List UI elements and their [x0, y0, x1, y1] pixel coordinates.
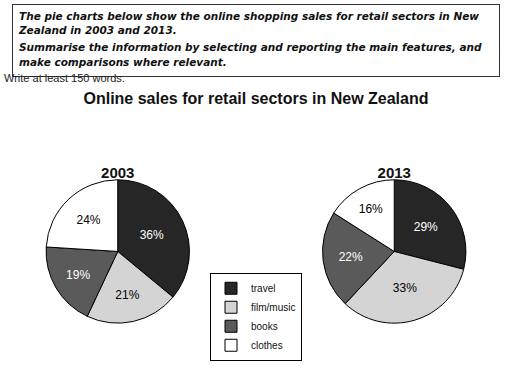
html-text:The pie charts below show the: The pie charts below show the online sho…	[19, 10, 479, 37]
svg-text:36%: 36%	[140, 228, 164, 242]
svg-text:travel: travel	[251, 283, 275, 294]
svg-text:21%: 21%	[115, 288, 139, 302]
svg-text:clothes: clothes	[251, 340, 283, 351]
svg-text:33%: 33%	[393, 281, 417, 295]
svg-text:2013: 2013	[378, 164, 411, 181]
svg-text:19%: 19%	[66, 268, 90, 282]
svg-text:film/music: film/music	[251, 302, 295, 313]
svg-text:24%: 24%	[76, 213, 100, 227]
svg-text:29%: 29%	[414, 220, 438, 234]
svg-text:22%: 22%	[339, 250, 363, 264]
svg-text:books: books	[251, 321, 278, 332]
svg-text:16%: 16%	[359, 202, 383, 216]
svg-text:Online sales for retail sector: Online sales for retail sectors in New Z…	[83, 90, 428, 107]
html-text:Summarise the information by s: Summarise the information by selecting a…	[19, 41, 482, 68]
svg-text:2003: 2003	[101, 164, 134, 181]
html-text:Write at least 150 words.: Write at least 150 words.	[4, 72, 125, 84]
